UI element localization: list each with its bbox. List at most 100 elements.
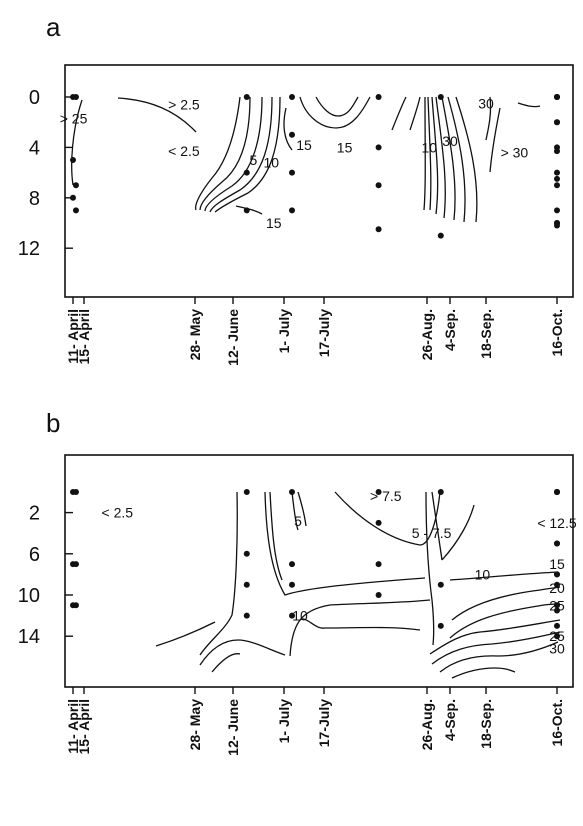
panel-a-contours [71, 96, 541, 223]
sampling-point [289, 94, 295, 100]
contour-line [117, 97, 197, 133]
contour-line [269, 491, 283, 581]
sampling-point [243, 612, 250, 619]
x-tick-label: 15- April [76, 699, 92, 755]
sampling-point [375, 144, 382, 151]
sampling-point [72, 182, 79, 189]
sampling-point [243, 550, 250, 557]
contour-line [431, 96, 439, 215]
sampling-point [289, 169, 295, 176]
panel-a-sampling-points [70, 94, 560, 239]
x-tick-label: 1- July [276, 699, 292, 744]
contour-line [264, 491, 426, 596]
y-tick-label: 4 [29, 137, 40, 159]
panel-b-letter: b [46, 408, 60, 438]
sampling-point [72, 207, 79, 214]
x-tick-label: 28- May [187, 699, 203, 751]
contour-line [427, 96, 432, 211]
sampling-point [289, 131, 295, 138]
panel-b-contours [155, 491, 561, 679]
contour-label: > 30 [501, 144, 529, 160]
sampling-point [289, 581, 295, 588]
contour-line [391, 96, 407, 131]
sampling-point [375, 226, 382, 233]
sampling-point [554, 148, 560, 155]
contour-line [449, 571, 559, 581]
contour-label: > 2.5 [168, 97, 200, 113]
contour-line [425, 491, 435, 646]
sampling-point [554, 581, 560, 588]
sampling-point [375, 94, 382, 100]
contour-label: 10 [292, 608, 308, 624]
sampling-point [289, 612, 295, 619]
x-tick-label: 18-Sep. [478, 309, 494, 359]
contour-label: 15 [266, 215, 282, 231]
x-tick-label: 16-Oct. [549, 309, 565, 356]
contour-label: > 25 [60, 110, 88, 126]
sampling-point [437, 232, 444, 239]
contour-label: 30 [442, 133, 458, 149]
y-tick-label: 12 [18, 238, 40, 260]
sampling-point [375, 592, 382, 598]
contour-label: 15 [337, 139, 353, 155]
contour-line [299, 618, 421, 631]
contour-label: 15 [549, 556, 565, 572]
contour-line [423, 96, 426, 211]
contour-label: > 7.5 [370, 488, 402, 504]
contour-line [441, 504, 475, 561]
contour-label: < 12.5 [537, 515, 577, 531]
panel-b-y-axis: 2 6 10 14 [18, 503, 73, 648]
contour-label: 25 [549, 597, 565, 613]
panel-b-sampling-points [70, 489, 560, 640]
x-tick-label: 17-July [316, 699, 332, 747]
sampling-point [72, 489, 79, 495]
sampling-point [554, 119, 560, 126]
sampling-point [243, 581, 250, 588]
contour-line [439, 641, 559, 673]
contour-line [283, 107, 293, 151]
contour-line [409, 96, 421, 131]
y-tick-label: 0 [29, 87, 40, 109]
panel-a-contour-labels: > 2.5 > 25 < 2.5 5 10 15 15 10 15 30 30 > 30 [60, 95, 529, 231]
x-tick-label: 11- April [65, 699, 81, 754]
contour-label: 5 [294, 513, 302, 529]
x-tick-label: 28- May [187, 309, 203, 361]
contour-line [451, 586, 561, 621]
x-tick-label: 26-Aug. [419, 699, 435, 750]
contour-label: < 2.5 [168, 143, 200, 159]
sampling-point [554, 602, 560, 609]
sampling-point [243, 169, 250, 176]
panel-a-frame [64, 64, 574, 298]
x-tick-label: 12- June [225, 309, 241, 366]
contour-line [455, 96, 478, 223]
contour-line [431, 491, 443, 561]
contour-line [214, 96, 281, 213]
sampling-point [554, 540, 560, 547]
x-tick-label: 18-Sep. [478, 699, 494, 749]
contour-label: 20 [549, 580, 565, 596]
contour-label: 5 [250, 152, 258, 168]
contour-line [441, 96, 456, 221]
sampling-point [554, 182, 560, 189]
sampling-point [437, 581, 444, 588]
contour-label: 10 [263, 155, 279, 171]
sampling-point [243, 94, 250, 100]
sampling-point [554, 622, 560, 629]
sampling-point [243, 207, 250, 214]
contour-label: 10 [422, 139, 438, 155]
contour-line [289, 599, 431, 657]
contour-line [235, 205, 263, 215]
y-tick-label: 14 [18, 626, 40, 648]
contour-line [204, 96, 263, 212]
sampling-point [554, 169, 560, 176]
x-tick-label: 26-Aug. [419, 309, 435, 360]
contour-line [517, 102, 541, 108]
contour-label: < 2.5 [102, 505, 134, 521]
sampling-point [289, 489, 295, 495]
sampling-point [554, 633, 560, 640]
